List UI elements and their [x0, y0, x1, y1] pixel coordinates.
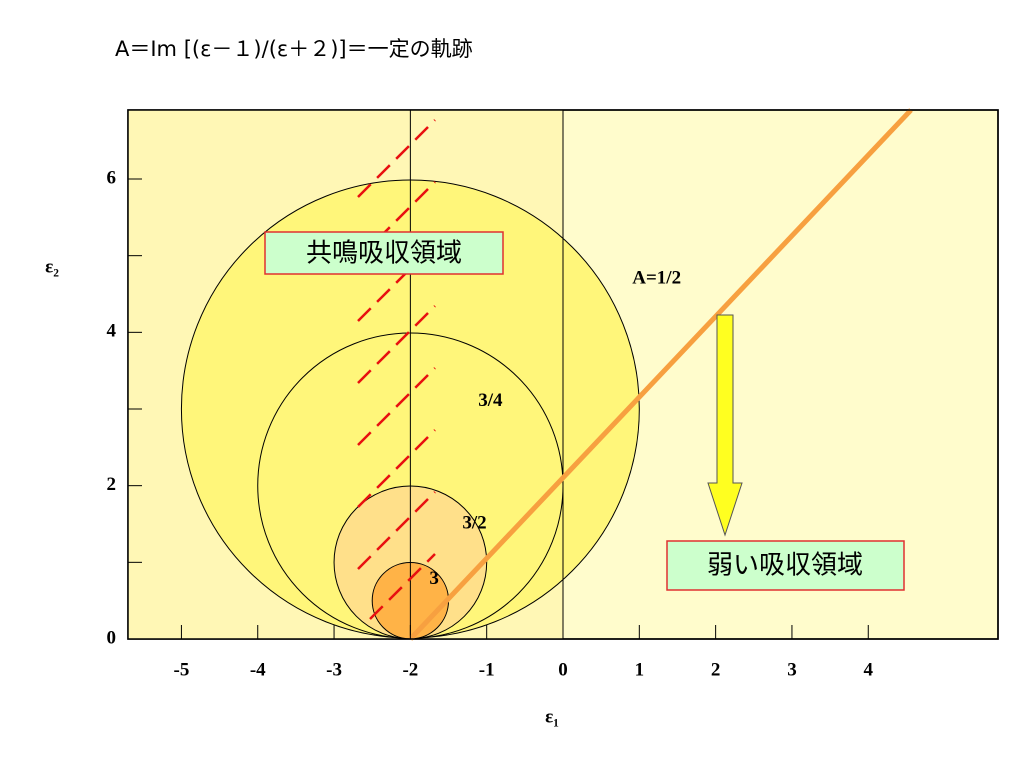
- ticks: -5 -4 -3 -2 -1 0 1 2 3 4 0 2 4 6: [107, 167, 874, 680]
- y-tick-label: 0: [107, 627, 117, 648]
- annotation-box: [264, 231, 504, 275]
- annotation: 弱い吸収領域: [707, 551, 863, 581]
- x-axis-label: ε₁: [545, 706, 559, 727]
- annotation-box: [666, 540, 905, 591]
- x-tick-label: -3: [326, 659, 342, 680]
- x-tick-label: 0: [558, 659, 568, 680]
- x-tick-label: 3: [787, 659, 797, 680]
- arrow: [707, 314, 743, 537]
- x-tick-label: 2: [711, 659, 721, 680]
- chart-title: A＝Im [(ε－１)/(ε＋２)]＝一定の軌跡: [115, 37, 473, 61]
- circle-label: 3: [429, 568, 439, 589]
- circle-label: 3/4: [478, 390, 503, 411]
- x-tick-label: -4: [250, 659, 266, 680]
- circle-label: 3/2: [462, 513, 486, 534]
- trend-line: [408, 108, 913, 641]
- y-tick-label: 6: [107, 167, 117, 188]
- vertical-lines: [409, 110, 564, 639]
- y-tick-label: 4: [107, 321, 117, 342]
- circle-label: A=1/2: [632, 267, 681, 288]
- y-tick-label: 2: [107, 474, 117, 495]
- annotation: 共鳴吸収領域: [306, 239, 462, 269]
- plot-frame: [127, 109, 999, 640]
- x-tick-label: -1: [479, 659, 495, 680]
- x-tick-label: 4: [864, 659, 874, 680]
- x-tick-label: -2: [402, 659, 418, 680]
- x-tick-label: 1: [635, 659, 645, 680]
- y-axis-label: ε₂: [45, 256, 59, 277]
- line: [408, 108, 913, 641]
- x-tick-label: -5: [174, 659, 190, 680]
